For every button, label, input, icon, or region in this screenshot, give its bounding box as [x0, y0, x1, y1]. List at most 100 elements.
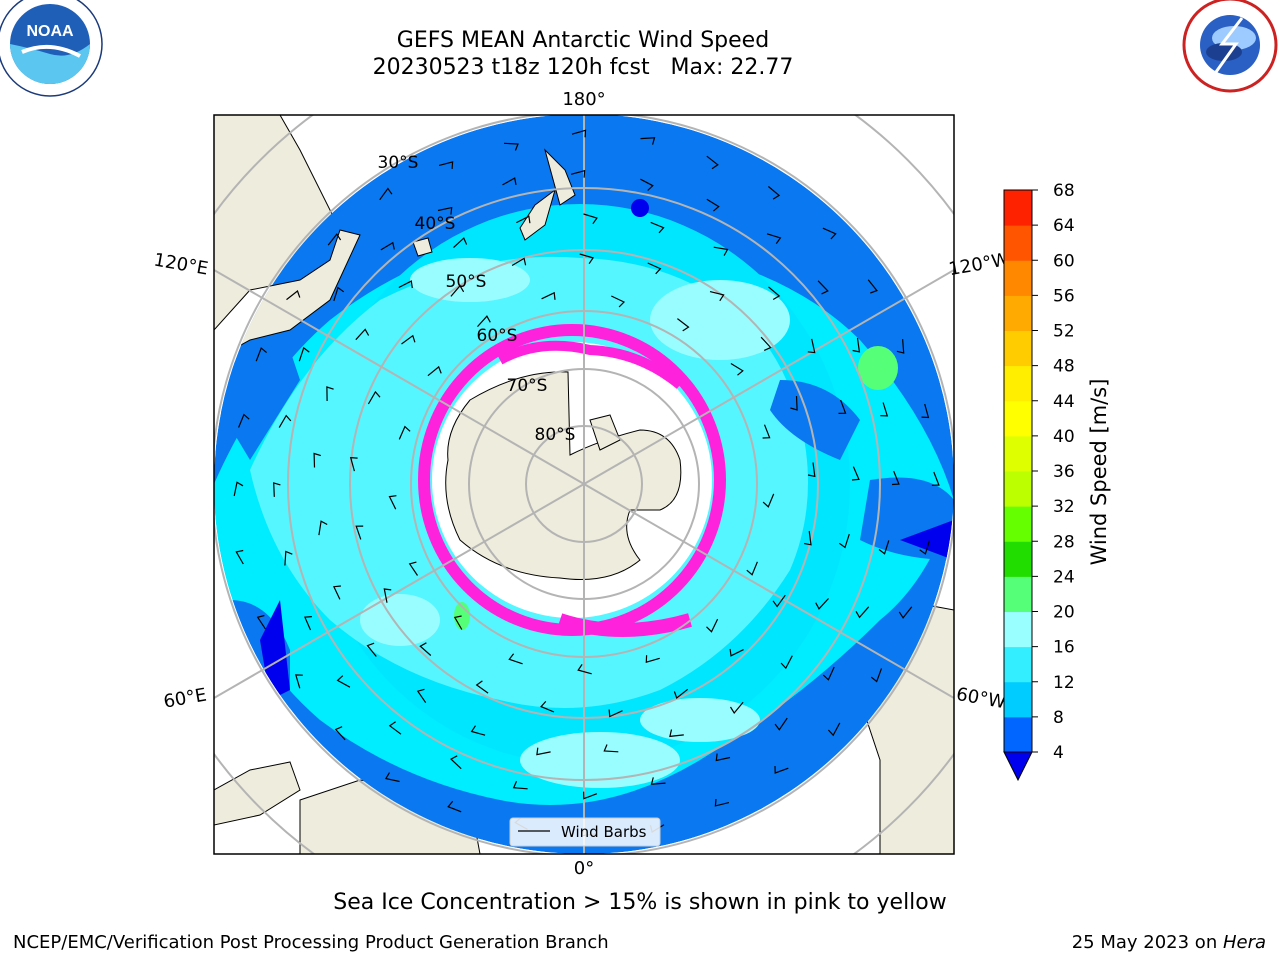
wind-barb	[709, 291, 725, 302]
wind-barb	[583, 791, 598, 800]
wind-barb	[706, 198, 720, 212]
lat-label-70s: 70°S	[507, 376, 548, 396]
wind-barb	[851, 466, 860, 481]
wind-barb	[349, 456, 358, 472]
wind-barb	[278, 414, 292, 428]
wind-barb	[650, 777, 666, 785]
colorbar-segment	[1004, 576, 1032, 612]
footer-credit: NCEP/EMC/Verification Post Processing Pr…	[13, 932, 609, 953]
wind-barb	[762, 493, 775, 508]
wind-barb	[647, 262, 662, 275]
wind-barb	[768, 186, 781, 200]
wind-barb	[398, 425, 411, 440]
chart-title: GEFS MEAN Antarctic Wind Speed	[396, 28, 770, 53]
wind-barb	[838, 399, 847, 414]
colorbar-segment	[1004, 506, 1032, 542]
colorbar-tick-label: 60	[1053, 251, 1075, 271]
wind-barb	[516, 215, 531, 224]
colorbar-tick-label: 36	[1053, 462, 1075, 482]
wind-barb	[379, 187, 393, 201]
lon-label-180: 180°	[562, 89, 605, 110]
wind-barb	[238, 413, 250, 428]
colorbar-segment	[1004, 646, 1032, 683]
wind-barb	[470, 725, 486, 736]
lat-label-40s: 40°S	[415, 214, 456, 234]
wind-barb	[503, 142, 519, 151]
colorbar-segment	[1004, 435, 1032, 472]
colorbar-tick-label: 44	[1053, 392, 1075, 412]
wind-barb	[333, 286, 345, 302]
colorbar-segment	[1004, 190, 1032, 226]
colorbar-segment	[1004, 365, 1032, 402]
wind-barb	[729, 701, 744, 715]
lon-label-0: 0°	[574, 858, 594, 879]
wind-barb	[398, 280, 413, 289]
wind-barb	[383, 588, 392, 603]
wind-barb	[790, 395, 798, 411]
wind-barb	[294, 674, 303, 689]
wind-barb	[896, 339, 905, 354]
wind-barb	[579, 253, 595, 265]
wind-barb	[437, 206, 453, 215]
wind-barb	[577, 664, 592, 675]
wind-barb	[366, 642, 377, 657]
colorbar-tick-label: 16	[1053, 638, 1075, 658]
wind-barb	[508, 653, 523, 665]
wind-barb	[419, 642, 432, 656]
wind-barb	[822, 227, 837, 240]
wind-barb	[233, 481, 244, 497]
colorbar-segment	[1004, 260, 1032, 296]
wind-barb	[327, 233, 342, 246]
colorbar-segment	[1004, 400, 1032, 437]
colorbar-segment	[1004, 611, 1032, 648]
wind-barb	[815, 598, 829, 610]
wind-barb	[438, 161, 454, 169]
wind-barb	[541, 291, 556, 300]
wind-barb	[313, 452, 321, 468]
wind-barb	[477, 315, 491, 328]
wind-barb	[304, 616, 312, 631]
wind-barb	[804, 530, 812, 546]
wind-barb	[855, 606, 870, 619]
colorbar-tick-label: 52	[1053, 322, 1075, 342]
map-frame	[213, 114, 955, 855]
wind-barb	[645, 655, 660, 664]
wind-barb	[780, 655, 793, 670]
wind-barb	[388, 721, 402, 735]
wind-barb	[822, 666, 835, 681]
wind-barb	[453, 615, 463, 630]
wind-barb	[891, 470, 900, 486]
colorbar-tick-label: 56	[1053, 286, 1075, 306]
wind-barb	[839, 533, 850, 549]
wind-barb	[273, 482, 281, 497]
wind-barb	[298, 346, 310, 362]
wind-barb	[713, 246, 729, 256]
lat-label-60s: 60°S	[477, 326, 518, 346]
wind-barb	[571, 129, 587, 138]
wind-barb	[760, 336, 772, 351]
wind-barb	[715, 753, 731, 762]
wind-barb	[536, 747, 551, 756]
wind-barb	[677, 318, 690, 332]
wind-barb	[817, 280, 829, 295]
wind-barb	[286, 290, 301, 301]
wind-barb	[880, 402, 889, 417]
wind-barb	[447, 800, 462, 813]
wind-barb	[766, 233, 782, 244]
wind-barb	[384, 772, 400, 783]
colorbar-tick-label: 40	[1053, 427, 1075, 447]
wind-barb	[388, 495, 397, 510]
wind-barb	[919, 540, 930, 555]
graticule	[214, 115, 954, 854]
colorbar-tick-label: 64	[1053, 216, 1075, 236]
wind-barb	[931, 471, 940, 486]
colorbar-segment	[1004, 541, 1032, 577]
wind-barb	[669, 729, 684, 738]
chart-subtitle: 20230523 t18z 120h fcst Max: 22.77	[372, 55, 794, 80]
footer-host: Hera	[1222, 932, 1266, 953]
wind-barb	[502, 177, 517, 186]
wind-barb	[583, 213, 598, 225]
wind-barb	[640, 178, 654, 191]
colorbar-segment	[1004, 295, 1032, 331]
